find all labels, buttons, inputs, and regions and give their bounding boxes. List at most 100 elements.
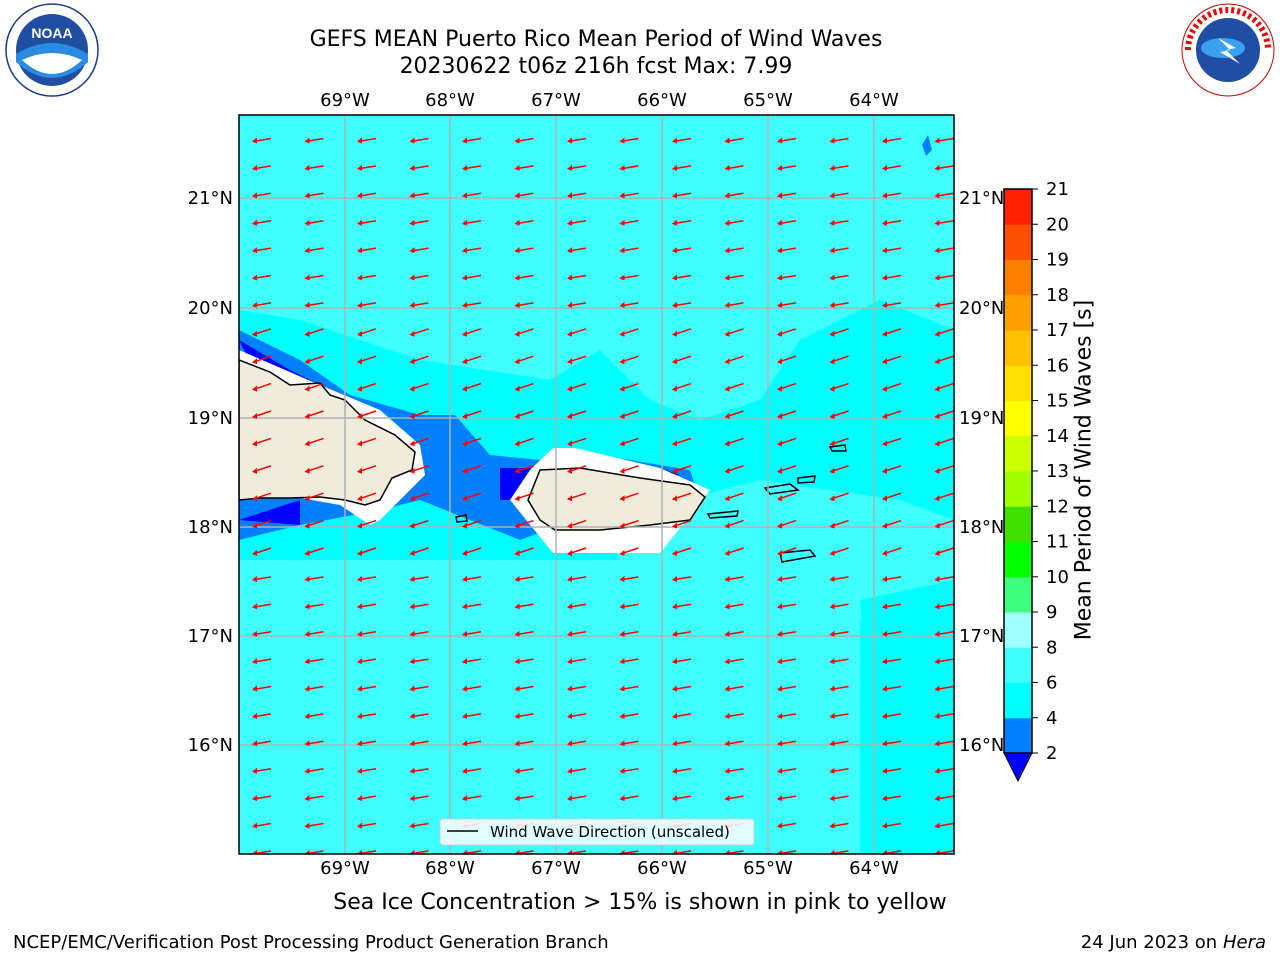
lon-tick-label: 68°W — [425, 90, 475, 111]
wave-direction-arrow — [567, 382, 587, 392]
wave-direction-arrow — [724, 767, 744, 774]
wave-direction-arrow — [672, 437, 692, 447]
wave-direction-arrow — [672, 164, 692, 171]
wave-direction-arrow — [514, 767, 534, 774]
wave-direction-arrow — [619, 301, 639, 308]
lat-tick-label: 19°N — [188, 408, 233, 429]
wave-direction-arrow — [514, 519, 534, 529]
wave-direction-arrow — [934, 192, 954, 199]
wave-direction-arrow — [567, 274, 587, 281]
wave-direction-arrow — [252, 767, 272, 774]
wave-direction-arrow — [567, 247, 587, 254]
wave-direction-arrow — [934, 712, 954, 719]
wave-direction-arrow — [724, 219, 744, 226]
wave-direction-arrow — [724, 740, 744, 747]
lat-tick-label: 20°N — [188, 298, 233, 319]
wave-direction-arrow — [829, 328, 849, 337]
lat-tick-label: 16°N — [959, 735, 1004, 756]
wave-direction-arrow — [619, 685, 639, 692]
wave-direction-arrow — [252, 301, 272, 308]
wave-direction-arrow — [672, 575, 692, 582]
wave-direction-arrow — [882, 274, 902, 281]
wave-direction-arrow — [882, 465, 902, 474]
wave-direction-arrow — [409, 519, 429, 529]
wave-direction-arrow — [357, 192, 377, 199]
wave-direction-arrow — [304, 437, 324, 447]
colorbar-segment — [1004, 541, 1032, 578]
wave-direction-arrow — [829, 437, 849, 447]
lat-tick-label: 18°N — [959, 517, 1004, 538]
wave-direction-arrow — [672, 740, 692, 747]
wave-direction-arrow — [777, 355, 797, 365]
wave-direction-arrow — [934, 740, 954, 747]
wave-direction-arrow — [357, 795, 377, 802]
wave-direction-arrow — [829, 465, 849, 474]
wave-direction-arrow — [777, 328, 797, 337]
wave-direction-arrow — [252, 355, 272, 365]
wave-direction-arrow — [357, 603, 377, 610]
colorbar-tick-label: 10 — [1046, 567, 1069, 588]
wave-direction-arrow — [882, 328, 902, 337]
wave-direction-arrow — [409, 492, 429, 502]
wave-direction-arrow — [829, 822, 849, 829]
wave-direction-arrow — [304, 658, 324, 665]
wave-direction-arrow — [619, 137, 639, 144]
wave-direction-arrow — [619, 630, 639, 637]
wave-direction-arrow — [409, 192, 429, 199]
wave-direction-arrow — [409, 712, 429, 719]
wave-direction-arrow — [724, 164, 744, 171]
colorbar-tick-label: 20 — [1046, 214, 1069, 235]
colorbar-segment — [1004, 506, 1032, 542]
wave-direction-arrow — [672, 492, 692, 502]
wave-direction-arrow — [934, 492, 954, 502]
colorbar-under-extension — [1003, 752, 1033, 783]
period-below-2-region-south — [239, 500, 300, 525]
footer-date: 24 Jun 2023 on — [1080, 932, 1218, 953]
lon-tick-label: 66°W — [637, 90, 687, 111]
wave-direction-arrow — [672, 547, 692, 556]
wave-direction-arrow — [724, 382, 744, 392]
wave-direction-arrow — [409, 437, 429, 447]
lat-tick-label: 20°N — [959, 298, 1004, 319]
wave-direction-arrow — [462, 519, 482, 529]
wave-direction-arrow — [409, 247, 429, 254]
colorbar-tick-label: 16 — [1046, 355, 1069, 376]
wave-direction-arrow — [777, 603, 797, 610]
wave-direction-arrow — [252, 603, 272, 610]
wave-direction-arrow — [514, 301, 534, 308]
nws-logo — [1181, 3, 1275, 97]
colorbar-tick-label: 21 — [1046, 179, 1069, 200]
wave-direction-arrow — [829, 712, 849, 719]
wave-direction-arrow — [304, 192, 324, 199]
wave-direction-arrow — [882, 219, 902, 226]
wave-direction-arrow — [829, 219, 849, 226]
wave-direction-arrow — [882, 712, 902, 719]
wave-direction-arrow — [304, 547, 324, 556]
wave-direction-arrow — [934, 658, 954, 665]
lat-tick-label: 21°N — [959, 188, 1004, 209]
wave-direction-arrow — [409, 575, 429, 582]
wave-direction-arrow — [462, 795, 482, 802]
wave-direction-arrow — [252, 465, 272, 474]
wave-direction-arrow — [724, 437, 744, 447]
wave-direction-arrow — [619, 547, 639, 556]
wave-direction-arrow — [724, 192, 744, 199]
wave-direction-arrow — [882, 437, 902, 447]
colorbar-segment — [1004, 435, 1032, 472]
colorbar-tick-label: 12 — [1046, 496, 1069, 517]
lon-tick-label: 65°W — [743, 858, 793, 879]
wave-direction-arrow — [567, 437, 587, 447]
wave-direction-arrow — [304, 301, 324, 308]
wave-direction-arrow — [409, 219, 429, 226]
wave-direction-arrow — [462, 274, 482, 281]
wave-direction-arrow — [619, 658, 639, 665]
wave-direction-arrow — [462, 355, 482, 365]
wave-direction-arrow — [304, 795, 324, 802]
wave-direction-arrow — [357, 630, 377, 637]
wave-direction-arrow — [934, 164, 954, 171]
lon-tick-label: 66°W — [637, 858, 687, 879]
wave-direction-arrow — [409, 355, 429, 365]
wave-direction-arrow — [829, 795, 849, 802]
mona-island-outline — [455, 514, 468, 523]
